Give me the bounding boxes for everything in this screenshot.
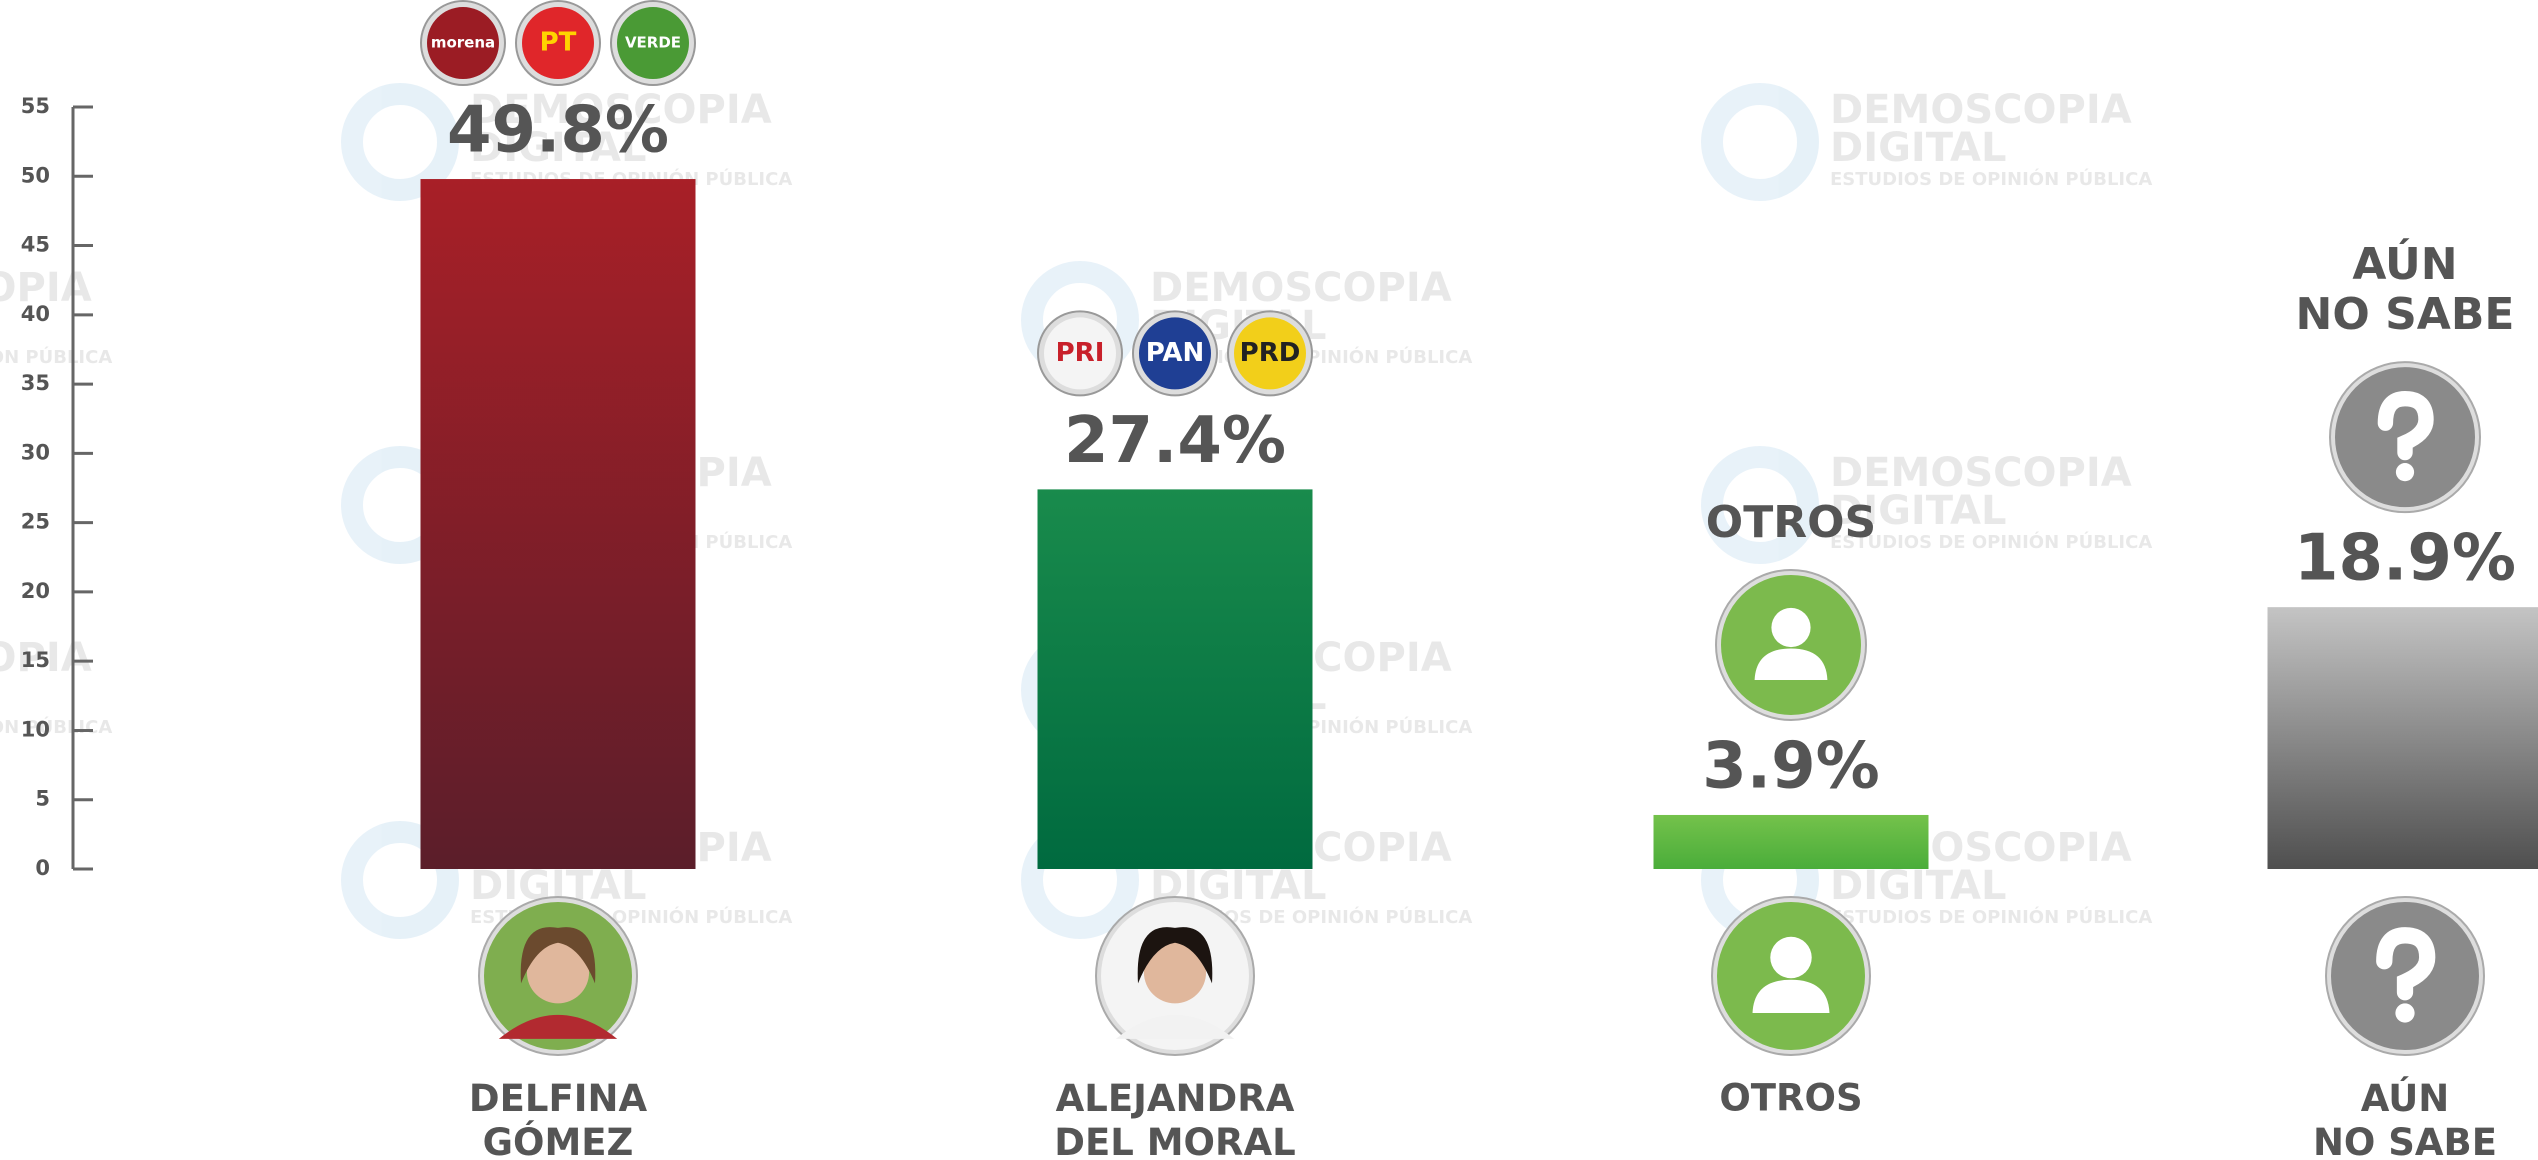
value-label: 49.8% (447, 94, 669, 168)
watermark-logo (352, 94, 448, 190)
watermark-text: ESTUDIOS DE OPINIÓN PÚBLICA (1830, 906, 2152, 928)
party-name: PAN (1146, 338, 1205, 368)
watermark-text: ESTUDIOS DE OPINIÓN PÚBLICA (1830, 168, 2152, 190)
icon (2330, 362, 2480, 512)
bar (1038, 489, 1313, 869)
icon (1716, 570, 1866, 720)
bar (2268, 607, 2538, 869)
watermark-text: DIGITAL (1830, 125, 2006, 171)
x-tick-label: ALEJANDRADEL MORAL (1054, 1077, 1295, 1160)
y-tick-label: 45 (21, 233, 50, 257)
top-label: OTROS (1706, 497, 1876, 548)
y-tick-label: 30 (21, 440, 50, 464)
icon (2326, 897, 2484, 1055)
watermark: DEMOSCOPIADIGITALESTUDIOS DE OPINIÓN PÚB… (0, 635, 112, 738)
icon (1712, 897, 1870, 1055)
top-label: AÚNNO SABE (2296, 237, 2515, 340)
chart: DEMOSCOPIADIGITALESTUDIOS DE OPINIÓN PÚB… (0, 0, 2538, 1160)
y-tick-label: 20 (21, 579, 50, 603)
icon (479, 897, 637, 1055)
icon-dot (2395, 1003, 2414, 1022)
y-tick-label: 5 (35, 787, 50, 811)
x-tick-label: AÚNNO SABE (2313, 1076, 2497, 1160)
watermark-text: ESTUDIOS DE OPINIÓN PÚBLICA (0, 716, 112, 738)
watermark-text: ESTUDIOS DE OPINIÓN PÚBLICA (0, 346, 112, 368)
value-label: 3.9% (1702, 730, 1880, 804)
icon-head (1770, 937, 1811, 978)
y-tick-label: 50 (21, 163, 50, 187)
y-tick-label: 25 (21, 510, 50, 534)
x-tick-label: DELFINAGÓMEZ (469, 1077, 648, 1160)
watermark: DEMOSCOPIADIGITALESTUDIOS DE OPINIÓN PÚB… (0, 265, 112, 368)
y-tick-label: 15 (21, 648, 50, 672)
value-label: 18.9% (2294, 522, 2516, 596)
party-name: PRI (1056, 338, 1105, 368)
icon-head (1771, 608, 1810, 647)
party-name: VERDE (625, 34, 681, 52)
icon-dot (2396, 463, 2414, 481)
y-tick-label: 55 (21, 94, 50, 118)
party-name: PRD (1240, 338, 1301, 368)
watermark-text: ESTUDIOS DE OPINIÓN PÚBLICA (1830, 531, 2152, 553)
party-name: PT (540, 28, 577, 58)
value-label: 27.4% (1064, 404, 1286, 478)
watermark: DEMOSCOPIADIGITALESTUDIOS DE OPINIÓN PÚB… (1712, 87, 2152, 190)
page: DEMOSCOPIADIGITALESTUDIOS DE OPINIÓN PÚB… (0, 0, 2538, 1160)
watermark-logo (1712, 94, 1808, 190)
bar (1654, 815, 1929, 869)
bar (421, 179, 696, 869)
y-tick-label: 35 (21, 371, 50, 395)
watermark-text: DIGITAL (1830, 863, 2006, 909)
icon (1096, 897, 1254, 1055)
y-tick-label: 10 (21, 717, 50, 741)
y-tick-label: 40 (21, 302, 50, 326)
x-tick-label: OTROS (1719, 1077, 1862, 1120)
y-tick-label: 0 (35, 856, 50, 880)
party-name: morena (431, 34, 495, 52)
